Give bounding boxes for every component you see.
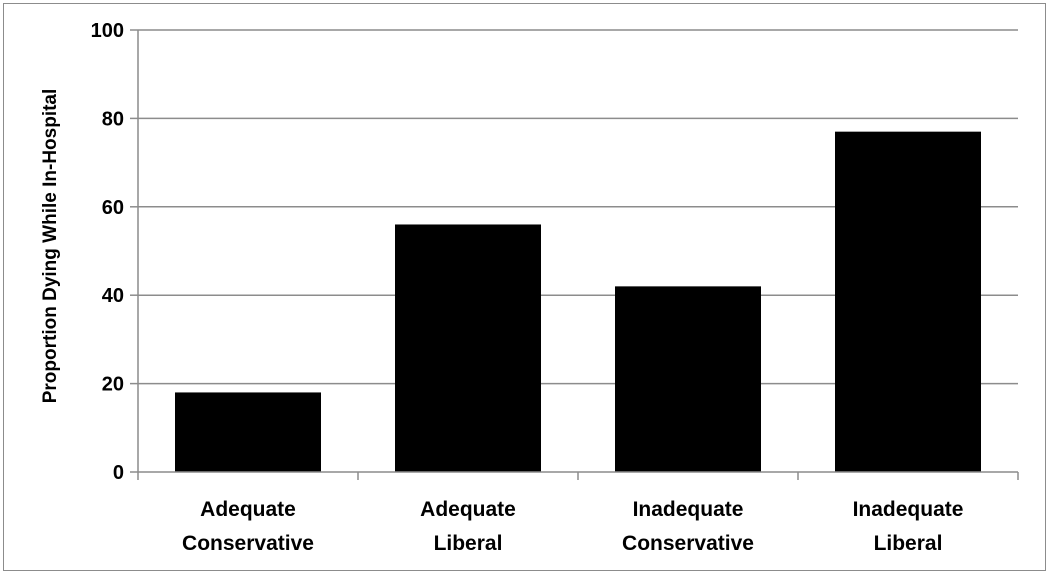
x-category-label: Inadequate	[853, 498, 964, 521]
bar	[395, 224, 541, 472]
bars	[175, 131, 981, 472]
y-tick-label: 80	[102, 108, 124, 130]
axes	[130, 29, 1019, 480]
bar	[835, 131, 981, 472]
x-category-label: Adequate	[200, 498, 296, 521]
x-category-label: Inadequate	[633, 498, 744, 521]
bar	[615, 286, 761, 472]
x-category-label: Conservative	[622, 532, 754, 555]
y-axis-title: Proportion Dying While In-Hospital	[40, 89, 61, 404]
labels: 0 20 40 60 80 100 Adequate Conservative Adequate…	[91, 20, 964, 555]
x-category-label: Liberal	[874, 532, 943, 555]
chart-frame: 0 20 40 60 80 100 Adequate Conservative Adequate…	[3, 3, 1046, 571]
y-tick-label: 40	[102, 285, 124, 307]
y-tick-label: 0	[113, 462, 124, 484]
y-tick-label: 60	[102, 197, 124, 219]
y-tick-label: 100	[91, 20, 124, 42]
x-category-label: Liberal	[434, 532, 503, 555]
x-category-label: Adequate	[420, 498, 516, 521]
y-tick-label: 20	[102, 374, 124, 396]
x-category-label: Conservative	[182, 532, 314, 555]
bar	[175, 392, 321, 472]
bar-chart: 0 20 40 60 80 100 Adequate Conservative Adequate…	[40, 20, 1019, 555]
